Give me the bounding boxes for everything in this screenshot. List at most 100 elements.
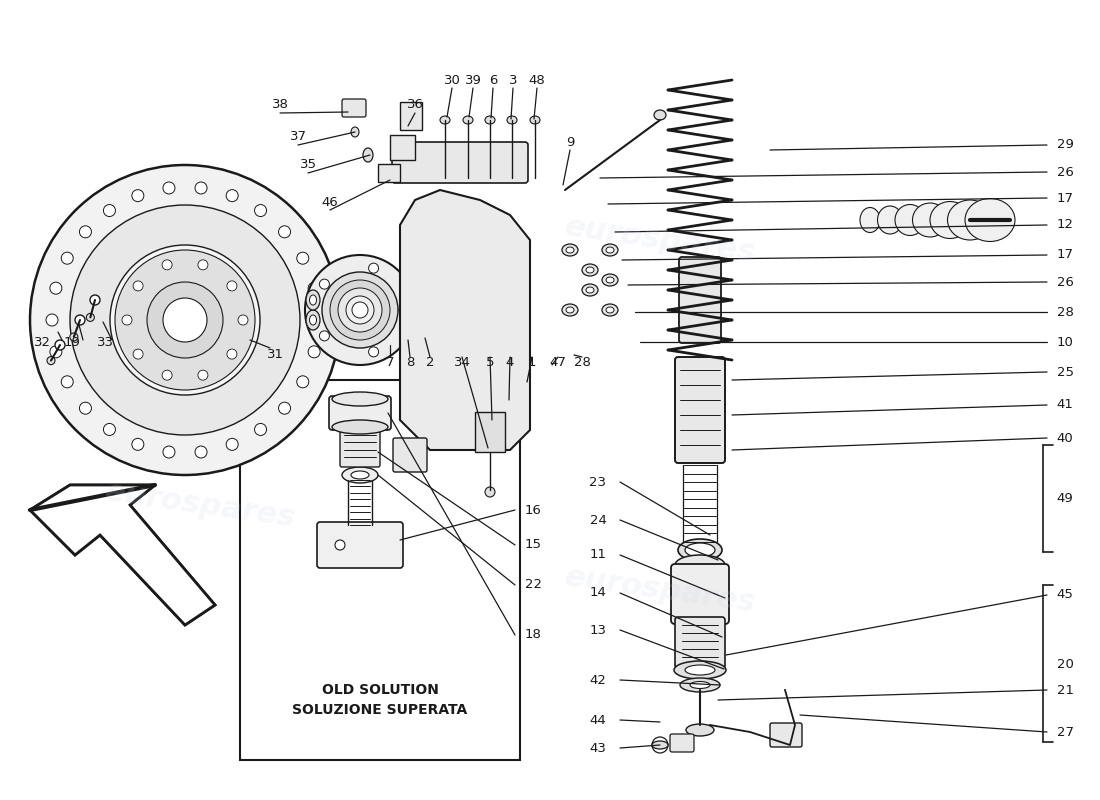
Text: 40: 40 [1057,431,1074,445]
Circle shape [133,281,143,291]
Text: 14: 14 [590,586,606,599]
Ellipse shape [309,315,317,325]
Text: 8: 8 [406,357,415,370]
Circle shape [162,260,172,270]
Ellipse shape [602,304,618,316]
Text: eurospares: eurospares [562,212,758,268]
Ellipse shape [562,244,578,256]
Ellipse shape [351,127,359,137]
Ellipse shape [606,277,614,283]
Ellipse shape [582,264,598,276]
Circle shape [346,296,374,324]
Circle shape [322,272,398,348]
Circle shape [254,205,266,217]
Text: 32: 32 [33,337,51,350]
Ellipse shape [675,555,725,575]
Text: OLD SOLUTION: OLD SOLUTION [321,683,439,697]
Text: 37: 37 [289,130,307,143]
Text: 41: 41 [1057,398,1074,411]
Ellipse shape [306,310,320,330]
Text: 46: 46 [321,195,339,209]
Circle shape [195,182,207,194]
Ellipse shape [306,290,320,310]
Ellipse shape [602,244,618,256]
Circle shape [338,288,382,332]
Ellipse shape [602,274,618,286]
Circle shape [75,315,85,325]
Circle shape [198,260,208,270]
Text: 5: 5 [486,357,494,370]
Ellipse shape [586,287,594,293]
Circle shape [319,331,329,341]
Circle shape [147,282,223,358]
FancyBboxPatch shape [393,438,427,472]
FancyBboxPatch shape [671,564,729,624]
Text: 9: 9 [565,135,574,149]
Ellipse shape [530,116,540,124]
Text: 6: 6 [488,74,497,86]
Circle shape [227,190,239,202]
Bar [240,380,520,760]
Circle shape [62,252,74,264]
Circle shape [70,205,300,435]
Ellipse shape [685,665,715,675]
Ellipse shape [686,724,714,736]
Circle shape [132,438,144,450]
Ellipse shape [652,741,668,749]
Polygon shape [30,485,214,625]
Circle shape [227,349,236,359]
Circle shape [103,205,116,217]
FancyBboxPatch shape [340,428,379,467]
Text: 3: 3 [508,74,517,86]
Circle shape [368,347,378,357]
Text: 11: 11 [590,549,606,562]
Ellipse shape [586,267,594,273]
Text: 49: 49 [1057,491,1074,505]
Text: 15: 15 [525,538,541,551]
Circle shape [336,540,345,550]
Text: 23: 23 [590,475,606,489]
Circle shape [79,226,91,238]
Circle shape [352,302,368,318]
Text: 22: 22 [525,578,541,591]
Circle shape [30,165,340,475]
Circle shape [399,305,409,315]
Ellipse shape [654,110,666,120]
Text: 35: 35 [299,158,317,171]
Circle shape [330,280,390,340]
Ellipse shape [582,284,598,296]
Circle shape [238,315,248,325]
Text: 29: 29 [1057,138,1074,151]
FancyBboxPatch shape [378,164,400,182]
Text: 39: 39 [464,74,482,86]
Text: 19: 19 [64,337,80,350]
Ellipse shape [606,307,614,313]
Text: 27: 27 [1056,726,1074,738]
Text: eurospares: eurospares [562,562,758,618]
FancyBboxPatch shape [400,102,422,130]
Circle shape [278,402,290,414]
Text: 34: 34 [453,357,471,370]
Ellipse shape [878,206,902,234]
Circle shape [305,255,415,365]
Circle shape [312,314,324,326]
Text: 1: 1 [528,357,537,370]
Circle shape [227,438,239,450]
Text: 44: 44 [590,714,606,726]
Text: 38: 38 [272,98,288,111]
Ellipse shape [685,543,715,557]
Text: 28: 28 [573,357,591,370]
Ellipse shape [690,682,710,689]
Ellipse shape [965,198,1015,242]
FancyBboxPatch shape [679,257,721,343]
Ellipse shape [566,247,574,253]
Ellipse shape [678,539,722,561]
Ellipse shape [463,116,473,124]
FancyBboxPatch shape [770,723,802,747]
Ellipse shape [895,205,925,235]
Text: 12: 12 [1056,218,1074,231]
Ellipse shape [562,304,578,316]
Circle shape [86,314,95,322]
Ellipse shape [947,200,992,240]
Text: 26: 26 [1057,166,1074,178]
